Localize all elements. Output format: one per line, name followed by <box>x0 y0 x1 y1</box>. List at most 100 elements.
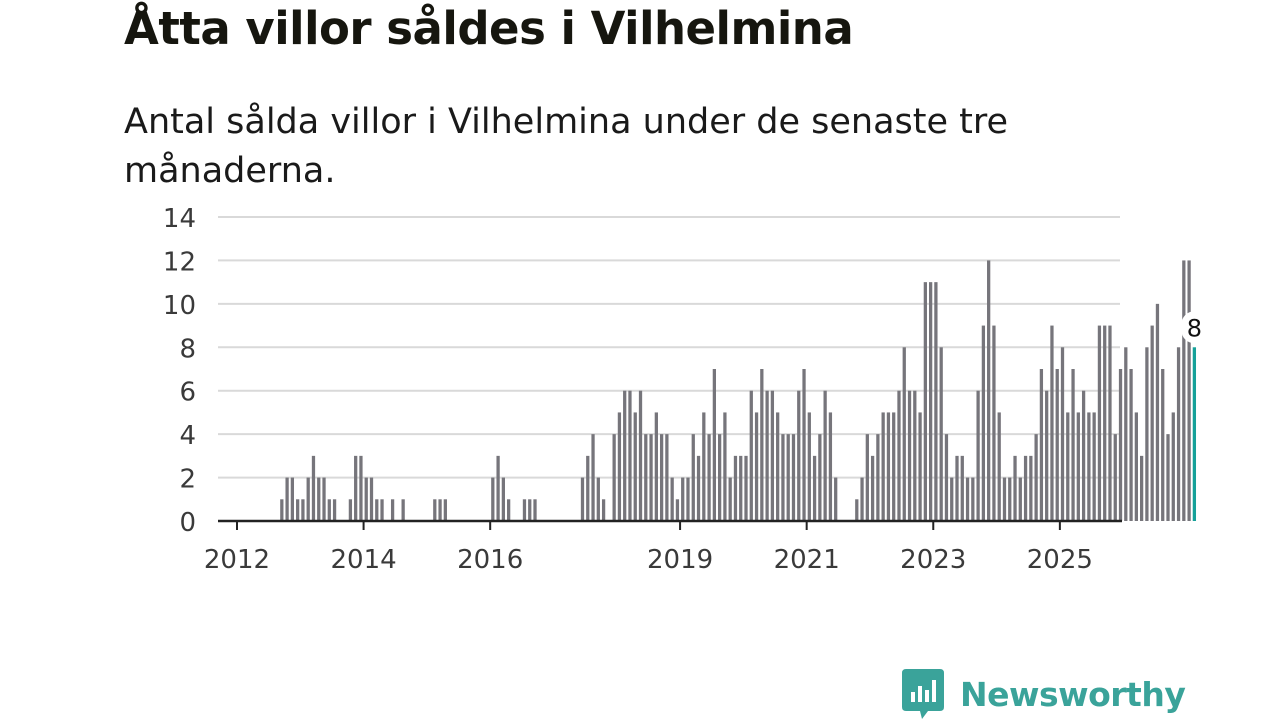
bar-178 <box>1171 412 1175 521</box>
bar-180 <box>1182 260 1186 521</box>
bar-113 <box>828 412 833 521</box>
bar-22 <box>348 499 353 521</box>
bar-108 <box>802 369 806 521</box>
bar-150 <box>1023 455 1028 521</box>
bar-123 <box>881 412 885 521</box>
bar-56 <box>528 499 532 521</box>
bar-145 <box>997 412 1001 521</box>
bar-105 <box>786 434 790 521</box>
chart-subtitle: Antal sålda villor i Vilhelmina under de… <box>124 102 1009 191</box>
bar-161 <box>1081 390 1086 521</box>
bar-102 <box>770 390 775 521</box>
bar-72 <box>612 434 616 521</box>
newsworthy-logo: Newsworthy <box>902 669 1186 719</box>
bar-146 <box>1002 477 1007 521</box>
bar-26 <box>369 477 374 521</box>
bar-106 <box>791 434 796 521</box>
bar-30 <box>390 499 395 521</box>
bar-124 <box>886 412 891 521</box>
bar-100 <box>760 369 764 521</box>
x-tick-label-2023: 2023 <box>900 545 966 575</box>
bar-69 <box>596 477 600 521</box>
bar-155 <box>1050 325 1054 521</box>
bar-39 <box>438 499 442 521</box>
bar-81 <box>659 434 664 521</box>
y-tick-label-2: 2 <box>179 465 196 495</box>
bar-132 <box>929 282 933 521</box>
bar-99 <box>754 412 759 521</box>
x-axis-labels: 2012 2014 2016 2019 2021 2023 2025 <box>204 521 1093 575</box>
callout-background <box>1181 311 1208 344</box>
bar-158 <box>1066 412 1070 521</box>
y-tick-label-8: 8 <box>179 334 196 364</box>
bar-9 <box>280 499 284 521</box>
bar-177 <box>1166 434 1170 521</box>
bar-18 <box>327 499 331 521</box>
bar-135 <box>944 434 949 521</box>
bar-163 <box>1092 412 1096 521</box>
bar-104 <box>781 434 785 521</box>
bar-38 <box>433 499 437 521</box>
bar-165 <box>1103 325 1107 521</box>
gridlines <box>218 216 1120 479</box>
bar-90 <box>707 434 711 521</box>
bar-129 <box>913 390 917 521</box>
bar-79 <box>649 434 653 521</box>
bar-97 <box>744 455 748 521</box>
bar-28 <box>380 499 384 521</box>
bar-84 <box>675 499 680 521</box>
bar-74 <box>623 390 627 521</box>
bar-70 <box>601 499 606 521</box>
bar-164 <box>1097 325 1102 521</box>
latest-value-callout: 8 <box>1181 311 1208 344</box>
y-tick-label-4: 4 <box>179 421 196 451</box>
bar-169 <box>1124 347 1128 521</box>
bar-91 <box>712 369 716 521</box>
bar-13 <box>301 499 305 521</box>
bar-125 <box>892 412 896 521</box>
bar-138 <box>960 455 964 521</box>
bar-174 <box>1150 325 1154 521</box>
bar-83 <box>670 477 674 521</box>
bar-154 <box>1045 390 1049 521</box>
bar-147 <box>1008 477 1012 521</box>
bar-78 <box>644 434 648 521</box>
bar-137 <box>955 455 959 521</box>
bar-103 <box>776 412 780 521</box>
bar-179 <box>1176 347 1181 521</box>
bar-152 <box>1034 434 1038 521</box>
bar-167 <box>1113 434 1117 521</box>
bar-12 <box>296 499 300 521</box>
bar-131 <box>923 282 927 521</box>
bar-57 <box>533 499 537 521</box>
bar-73 <box>617 412 622 521</box>
bar-49 <box>491 477 495 521</box>
bar-68 <box>591 434 595 521</box>
bar-16 <box>317 477 321 521</box>
bar-153 <box>1039 369 1044 521</box>
chart-title: Åtta villor såldes i Vilhelmina <box>124 2 854 55</box>
bar-166 <box>1108 325 1112 521</box>
bar-176 <box>1161 369 1165 521</box>
bar-32 <box>401 499 405 521</box>
bar-133 <box>934 282 938 521</box>
bar-75 <box>628 390 632 521</box>
x-tick-label-2016: 2016 <box>457 545 523 575</box>
bar-170 <box>1129 369 1133 521</box>
bar-149 <box>1018 477 1022 521</box>
bar-112 <box>823 390 827 521</box>
bar-156 <box>1055 369 1059 521</box>
bar-148 <box>1013 455 1017 521</box>
bar-157 <box>1060 347 1065 521</box>
bar-126 <box>897 390 901 521</box>
bar-120 <box>865 434 869 521</box>
bar-107 <box>797 390 801 521</box>
bar-134 <box>939 347 943 521</box>
bar-118 <box>855 499 859 521</box>
bar-130 <box>918 412 922 521</box>
bar-92 <box>718 434 722 521</box>
bar-89 <box>702 412 706 521</box>
y-axis-labels: 0 2 4 6 8 10 12 14 <box>163 204 196 538</box>
bars <box>280 260 1197 521</box>
x-tick-label-2019: 2019 <box>647 545 713 575</box>
